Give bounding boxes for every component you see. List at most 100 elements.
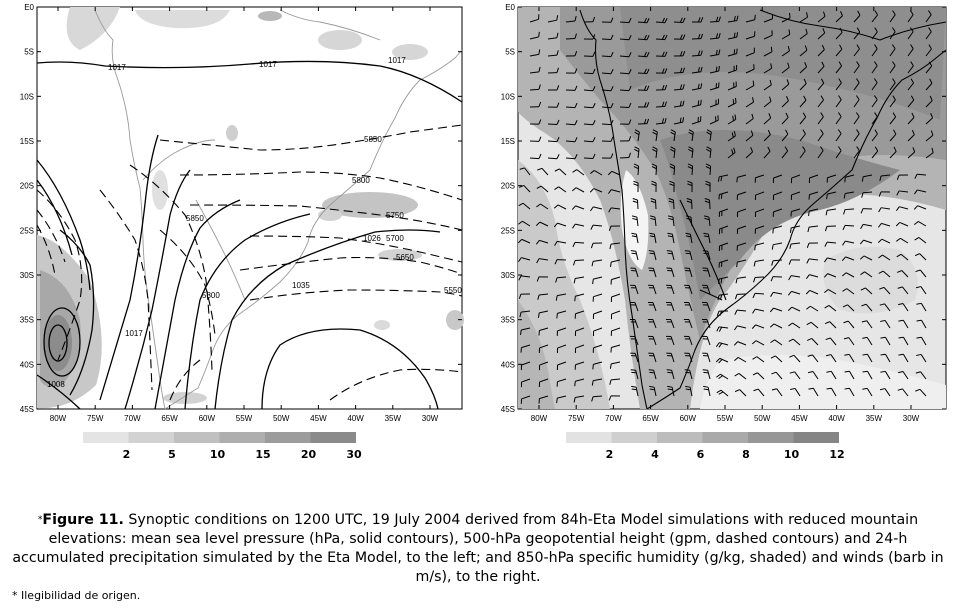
wind-barb (853, 78, 860, 91)
wind-barb (771, 371, 783, 380)
wind-barb (601, 17, 614, 23)
wind-barb (538, 344, 549, 353)
wind-barb (763, 113, 772, 125)
wind-barb (583, 136, 596, 143)
wind-barb (637, 85, 650, 91)
wind-barb (592, 310, 603, 320)
wind-barb (716, 310, 729, 316)
wind-barb (718, 259, 729, 268)
wind-barb (754, 242, 765, 251)
wind-barb (649, 232, 657, 244)
wind-barb (601, 51, 614, 58)
wind-barb (648, 352, 657, 363)
wind-barb (574, 293, 585, 302)
wind-barb (590, 206, 603, 212)
wind-barb (647, 301, 657, 312)
wind-barb (853, 146, 860, 159)
wind-barb (824, 289, 837, 295)
lon-tick-label: 45W (791, 414, 808, 423)
wind-barb (670, 129, 676, 142)
wind-barb (529, 153, 542, 160)
wind-barb (637, 51, 650, 58)
right-humidity-legend: 2 4 6 8 10 12 (566, 432, 845, 461)
wind-barb (754, 208, 765, 218)
wind-barb (790, 174, 801, 184)
wind-barb (889, 129, 897, 142)
wind-barb (907, 129, 915, 142)
wind-barb (718, 208, 729, 217)
lon-tick-label: 75W (87, 414, 104, 423)
lon-tick-label: 80W (50, 414, 67, 423)
legend-value: 8 (742, 448, 750, 461)
left-lat-axis: E0 5S 10S 15S 20S 25S 30S 35S 40S 45S (20, 3, 462, 414)
wind-barb (753, 259, 765, 267)
isobar-label: 1017 (108, 63, 126, 72)
wind-barb (667, 215, 675, 227)
wind-barb (667, 385, 675, 397)
wind-barb (609, 361, 621, 369)
wind-barb (565, 137, 578, 143)
wind-barb (844, 387, 855, 397)
wind-barb (583, 34, 596, 40)
wind-barb (651, 163, 658, 176)
wind-barb (915, 371, 927, 380)
wind-barb (745, 80, 755, 91)
wind-barb (734, 357, 747, 363)
wind-barb (754, 191, 765, 201)
wind-barb (861, 191, 873, 198)
wind-barb (705, 163, 712, 176)
wind-barb (669, 180, 675, 193)
lon-tick-label: 35W (866, 414, 883, 423)
height-label: 5800 (202, 291, 220, 300)
wind-barb (583, 68, 596, 75)
legend-value: 30 (346, 448, 362, 461)
wind-barb (518, 202, 531, 210)
wind-barb (666, 352, 675, 363)
wind-barb (716, 326, 729, 332)
wind-barb (745, 64, 755, 74)
wind-barb (629, 301, 639, 312)
wind-barb (610, 344, 621, 353)
wind-barb (702, 335, 711, 346)
wind-barb (799, 146, 806, 159)
wind-barb (537, 293, 549, 300)
wind-barb (806, 321, 819, 329)
wind-barb (673, 17, 686, 23)
wind-barb (687, 163, 694, 176)
legend-swatch (310, 432, 356, 443)
wind-barb (808, 174, 819, 183)
lon-tick-label: 50W (754, 414, 771, 423)
wind-barb (770, 276, 783, 282)
wind-barb (817, 28, 826, 40)
wind-barb (666, 369, 675, 380)
wind-barb (537, 167, 549, 176)
wind-barb (771, 388, 783, 397)
wind-barb (880, 370, 891, 380)
wind-barb (665, 318, 675, 329)
wind-barb (734, 309, 747, 315)
wind-barb (556, 327, 567, 336)
wind-barb (790, 387, 801, 397)
wind-barb (808, 371, 819, 380)
wind-barb (547, 32, 559, 40)
wind-barb (861, 174, 873, 182)
wind-barb (691, 66, 703, 74)
wind-barb (862, 387, 873, 397)
wind-barb (669, 163, 676, 176)
wind-barb (555, 276, 567, 283)
wind-barb (770, 355, 783, 363)
wind-barb (787, 306, 801, 312)
wind-barb (529, 136, 542, 142)
wind-barb (745, 14, 756, 23)
legend-swatch (702, 432, 748, 443)
wind-barb (647, 318, 657, 329)
wind-barb (913, 205, 927, 210)
lat-tick-label: 40S (20, 360, 34, 369)
wind-barb (601, 136, 614, 142)
wind-barb (553, 204, 567, 210)
wind-barb (763, 96, 772, 108)
wind-barb (727, 48, 738, 57)
wind-barb (637, 118, 650, 125)
wind-barb (817, 146, 824, 159)
wind-barb (843, 320, 855, 329)
